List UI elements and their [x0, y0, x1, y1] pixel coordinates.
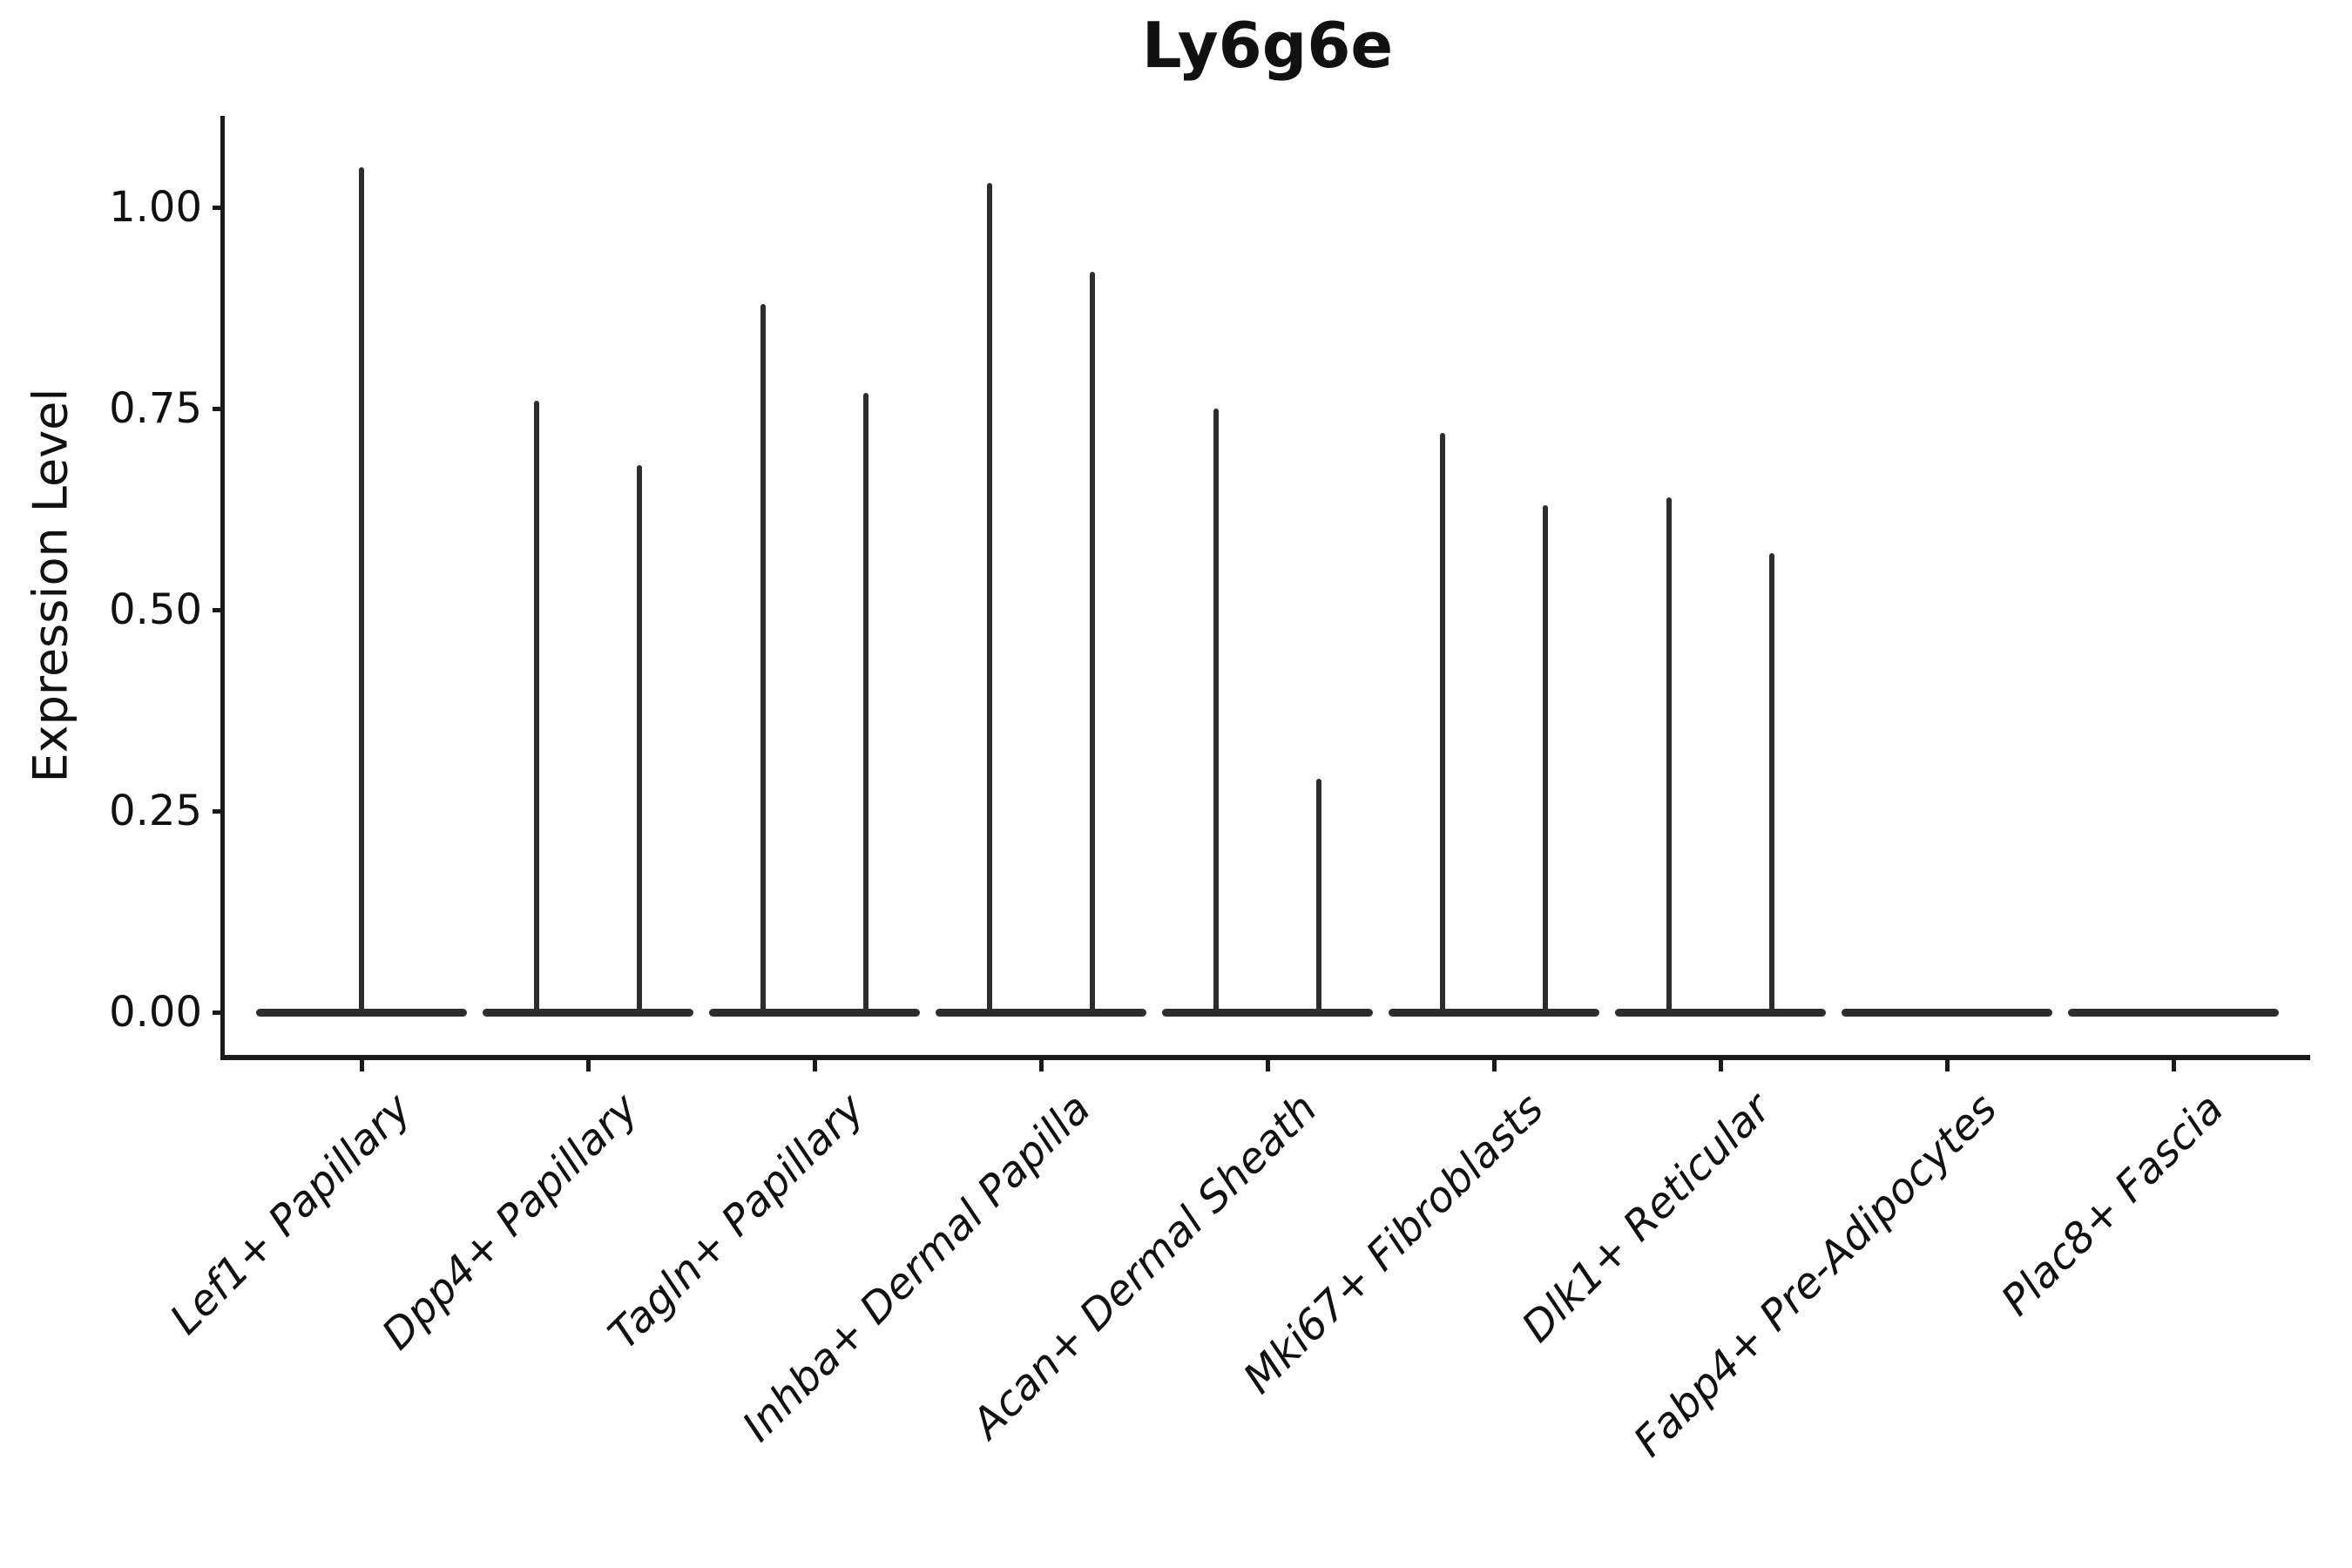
x-tick-label: Dlk1+ Reticular	[1511, 1084, 1781, 1352]
x-tick	[1718, 1058, 1723, 1071]
violin-spike	[534, 400, 539, 1012]
violin-base	[1842, 1008, 2052, 1017]
y-tick	[213, 406, 225, 411]
y-tick-label: 0.00	[109, 988, 202, 1037]
x-tick	[1265, 1058, 1270, 1071]
y-tick	[213, 1010, 225, 1015]
violin-base	[1615, 1008, 1826, 1017]
violin-base	[936, 1008, 1146, 1017]
violin-base	[256, 1008, 467, 1017]
y-axis-label: Expression Level	[23, 388, 78, 783]
violin-spike	[1769, 553, 1774, 1012]
violin-base	[709, 1008, 920, 1017]
plot-title: Ly6g6e	[1141, 9, 1394, 82]
violin-spike	[1213, 409, 1219, 1012]
y-tick	[213, 808, 225, 814]
x-tick-label: Fabp4+ Pre-Adipocytes	[1624, 1084, 2007, 1467]
violin-spike	[1090, 271, 1095, 1012]
y-tick-label: 0.50	[109, 585, 202, 634]
violin-base	[2068, 1008, 2279, 1017]
x-tick	[1038, 1058, 1044, 1071]
violin-spike	[863, 392, 868, 1012]
y-tick-label: 0.25	[109, 787, 202, 835]
x-tick-label: Lef1+ Papillary	[161, 1084, 422, 1344]
violin-spike	[760, 303, 766, 1012]
y-tick-label: 1.00	[109, 183, 202, 232]
x-tick	[1944, 1058, 1950, 1071]
violin-spike	[1666, 497, 1672, 1012]
x-tick	[812, 1058, 817, 1071]
x-tick	[359, 1058, 364, 1071]
plot-area	[220, 116, 2310, 1060]
violin-base	[1162, 1008, 1373, 1017]
x-tick	[2171, 1058, 2176, 1071]
violin-spike	[987, 183, 992, 1012]
y-tick	[213, 205, 225, 210]
violin-spike	[1543, 504, 1548, 1012]
violin-spike	[637, 464, 642, 1012]
violin-spike	[1316, 779, 1321, 1012]
violin-spike	[359, 166, 364, 1012]
violin-base	[483, 1008, 693, 1017]
x-tick	[1491, 1058, 1497, 1071]
x-tick-label: Plac8+ Fascia	[1991, 1084, 2234, 1326]
violin-spike	[1440, 432, 1445, 1012]
x-tick	[585, 1058, 591, 1071]
violin-base	[1389, 1008, 1599, 1017]
y-tick	[213, 607, 225, 612]
y-tick-label: 0.75	[109, 384, 202, 433]
